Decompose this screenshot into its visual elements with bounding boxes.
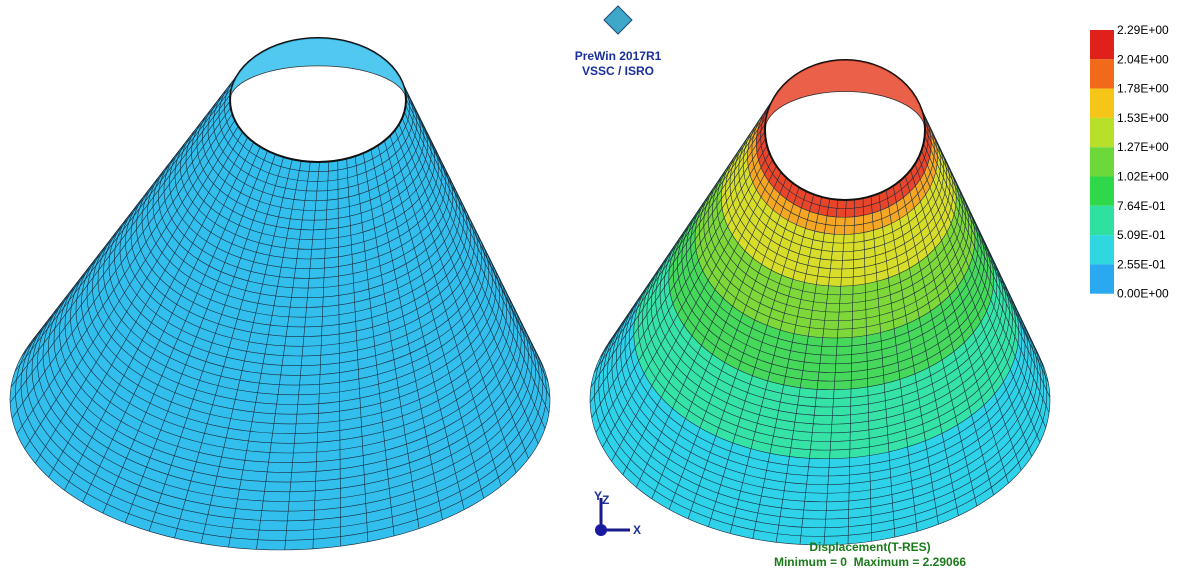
viewport: PreWin 2017R1 VSSC / ISRO Y Z X 2.29E+00… <box>0 0 1181 575</box>
legend-label: 2.29E+00 <box>1117 23 1169 37</box>
contour-model <box>590 60 1050 545</box>
logo-icon <box>604 6 632 34</box>
legend-band <box>1090 177 1114 206</box>
undeformed-model <box>10 38 550 550</box>
legend: 2.29E+00 2.04E+00 1.78E+00 1.53E+00 1.27E+00… <box>1090 23 1169 301</box>
legend-label: 1.53E+00 <box>1117 111 1169 125</box>
legend-label: 1.78E+00 <box>1117 82 1169 96</box>
legend-band <box>1090 89 1114 118</box>
logo-line: PreWin 2017R1 <box>575 49 662 63</box>
origin <box>595 524 607 536</box>
legend-band <box>1090 147 1114 176</box>
triad: Y Z X <box>594 489 641 537</box>
legend-band <box>1090 235 1114 264</box>
result-range: Minimum = 0 Maximum = 2.29066 <box>774 555 966 569</box>
legend-label: 5.09E-01 <box>1117 228 1166 242</box>
legend-label: 7.64E-01 <box>1117 199 1166 213</box>
legend-label: 1.27E+00 <box>1117 140 1169 154</box>
axis-label: Y <box>594 489 602 503</box>
legend-label: 2.55E-01 <box>1117 257 1166 271</box>
legend-label: 2.04E+00 <box>1117 52 1169 66</box>
legend-band <box>1090 118 1114 147</box>
legend-band <box>1090 30 1114 59</box>
result-title: Displacement(T-RES) <box>809 540 930 554</box>
legend-label: 0.00E+00 <box>1117 287 1169 301</box>
logo: PreWin 2017R1 VSSC / ISRO <box>575 6 662 78</box>
axis-label: X <box>633 523 641 537</box>
logo-line: VSSC / ISRO <box>582 64 654 78</box>
legend-label: 1.02E+00 <box>1117 170 1169 184</box>
axis-label: Z <box>602 493 609 507</box>
legend-band <box>1090 264 1114 293</box>
legend-band <box>1090 59 1114 88</box>
legend-band <box>1090 206 1114 235</box>
